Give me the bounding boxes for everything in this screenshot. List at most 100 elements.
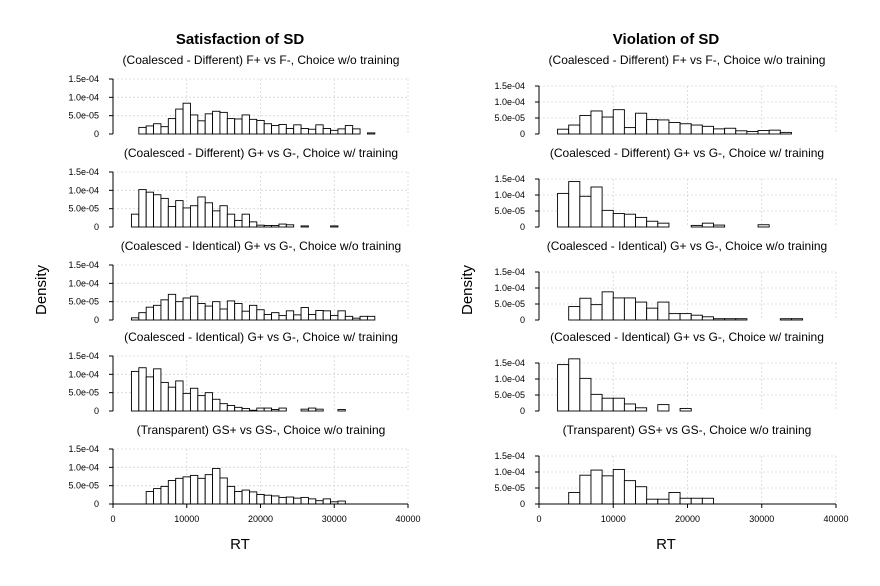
histogram-bar	[690, 124, 703, 135]
histogram-bar	[300, 307, 309, 321]
histogram-bar	[189, 205, 199, 228]
histogram-bar	[557, 192, 570, 228]
histogram-bar	[557, 364, 570, 412]
histogram-bar	[285, 496, 295, 505]
histogram-bar	[278, 223, 287, 228]
histogram-bar	[779, 131, 792, 135]
histogram-bar	[175, 200, 184, 228]
y-tick-label: 5.0e-05	[68, 388, 99, 398]
x-tick-label: 0	[536, 514, 541, 524]
histogram-bar	[204, 113, 214, 135]
histogram-bar	[635, 112, 648, 135]
histogram-bar	[735, 130, 748, 135]
histogram-bar	[219, 403, 228, 412]
histogram-bar	[160, 485, 169, 505]
y-tick-label: 0	[94, 129, 99, 139]
panel-title: (Coalesced - Identical) G+ vs G-, Choice…	[547, 239, 827, 253]
panel-title: (Transparent) GS+ vs GS-, Choice w/o tra…	[563, 423, 812, 437]
histogram-bar	[713, 224, 726, 228]
histogram-bar	[285, 310, 295, 321]
panel-title: (Coalesced - Different) F+ vs F-, Choice…	[123, 53, 400, 67]
histogram-bar	[568, 492, 581, 505]
y-tick-label: 0	[94, 499, 99, 509]
y-tick-label: 5.0e-05	[494, 206, 525, 216]
histogram-bar	[322, 498, 332, 505]
y-tick-label: 5.0e-05	[494, 299, 525, 309]
histogram-bar	[646, 498, 659, 505]
histogram-bar	[248, 409, 258, 412]
histogram-bar	[241, 114, 250, 135]
histogram-bar	[153, 368, 162, 412]
histogram-bar	[138, 126, 147, 135]
histogram-bar	[590, 186, 603, 228]
x-axis-title: RT	[656, 536, 676, 553]
histogram-bar	[271, 125, 280, 135]
column-title: Violation of SD	[613, 31, 720, 48]
x-tick-label: 20000	[675, 514, 700, 524]
histogram-bar	[271, 409, 280, 412]
histogram-bar	[285, 224, 295, 228]
histogram-bar	[366, 315, 376, 321]
histogram-bar	[167, 206, 177, 228]
histogram-bar	[735, 318, 748, 321]
histogram-bar	[746, 130, 759, 135]
histogram-bar	[601, 291, 614, 321]
histogram-bar	[337, 310, 346, 321]
histogram-bar	[234, 491, 243, 505]
histogram-bar	[248, 491, 258, 505]
histogram-bar	[568, 181, 581, 228]
y-tick-label: 1.0e-04	[68, 462, 99, 472]
x-tick-label: 20000	[248, 514, 273, 524]
histogram-bar	[623, 297, 636, 321]
histogram-bar	[197, 303, 206, 321]
y-tick-label: 0	[94, 222, 99, 232]
histogram-bar	[701, 125, 714, 135]
histogram-bar	[182, 476, 191, 505]
histogram-bar	[212, 467, 221, 505]
histogram-bar	[271, 495, 280, 505]
histogram-bar	[315, 408, 324, 412]
histogram-bar	[635, 216, 648, 228]
histogram-bar	[241, 310, 250, 321]
panel-title: (Coalesced - Different) G+ vs G-, Choice…	[550, 146, 824, 160]
histogram-bar	[263, 225, 273, 228]
histogram-bar	[579, 377, 592, 412]
histogram-bar	[175, 477, 184, 505]
histogram-bar	[160, 197, 169, 228]
histogram-bar	[612, 297, 625, 321]
histogram-bar	[256, 407, 265, 412]
histogram-bar	[590, 304, 603, 321]
histogram-bar	[263, 123, 273, 135]
histogram-bar	[568, 124, 581, 135]
histogram-bar	[256, 224, 265, 228]
x-tick-label: 0	[110, 514, 115, 524]
histogram-bar	[130, 317, 140, 321]
histogram-bar	[219, 111, 228, 135]
histogram-bar	[724, 127, 737, 135]
histogram-bar	[197, 395, 206, 412]
histogram-bar	[175, 380, 184, 412]
panel-title: (Coalesced - Different) G+ vs G-, Choice…	[124, 146, 398, 160]
histogram-bar	[278, 315, 287, 321]
histogram-bar	[234, 406, 243, 412]
histogram-bar	[300, 225, 309, 228]
y-tick-label: 1.5e-04	[68, 351, 99, 361]
histogram-bar	[285, 128, 295, 135]
y-tick-label: 1.0e-04	[494, 190, 525, 200]
histogram-bar	[590, 469, 603, 505]
histogram-bar	[138, 189, 147, 228]
histogram-bar	[130, 213, 140, 228]
histogram-bar	[167, 480, 177, 505]
histogram-bar	[330, 315, 339, 321]
histogram-bar	[779, 318, 792, 321]
histogram-bar	[182, 207, 191, 228]
y-tick-label: 1.0e-04	[68, 278, 99, 288]
histogram-bar	[212, 110, 221, 135]
histogram-bar	[160, 299, 169, 321]
histogram-bar	[713, 128, 726, 135]
histogram-bar	[344, 125, 354, 135]
histogram-bar	[337, 128, 346, 135]
histogram-bar	[130, 370, 140, 412]
histogram-bar	[315, 310, 324, 321]
panel-title: (Coalesced - Identical) G+ vs G-, Choice…	[124, 330, 398, 344]
